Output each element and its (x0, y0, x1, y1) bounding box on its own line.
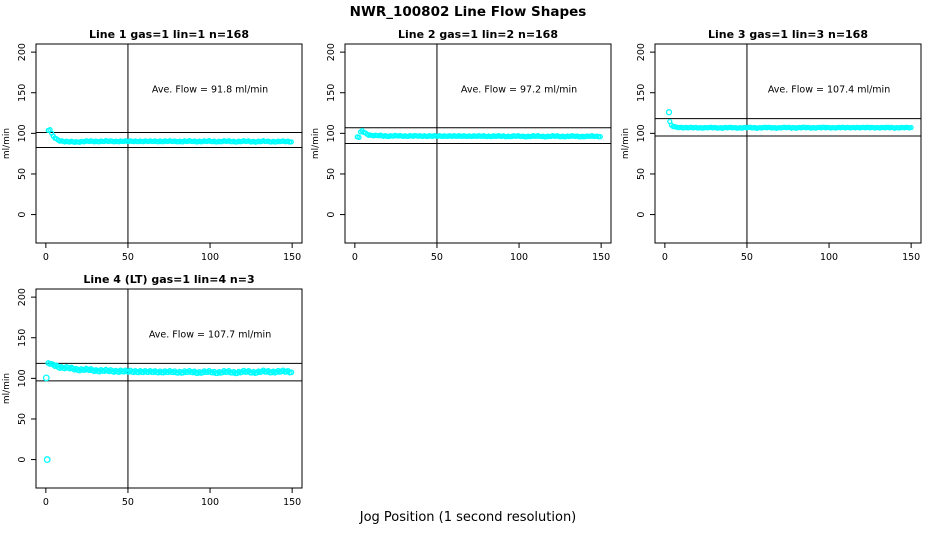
svg-text:200: 200 (326, 43, 337, 61)
svg-text:50: 50 (636, 168, 647, 180)
y-axis: 0 50 100 150 200 (17, 43, 36, 218)
svg-text:150: 150 (592, 252, 610, 263)
svg-text:150: 150 (636, 84, 647, 102)
x-axis: 0 50 100 150 (43, 488, 301, 508)
svg-text:50: 50 (122, 252, 134, 263)
svg-text:150: 150 (326, 84, 337, 102)
subplot-line-3-svg: Line 3 gas=1 lin=3 n=168 0 50 100 150 0 50 100 1… (621, 28, 922, 263)
subplot-line-3: Line 3 gas=1 lin=3 n=168 0 50 100 150 0 50 100 1… (619, 28, 931, 278)
plot-area-box (35, 43, 303, 244)
data-points (665, 109, 914, 131)
subplot-line-2-svg: Line 2 gas=1 lin=2 n=168 0 50 100 150 0 50 100 1… (311, 28, 612, 263)
subplot-line-2: Line 2 gas=1 lin=2 n=168 0 50 100 150 0 50 100 1… (309, 28, 621, 278)
svg-text:200: 200 (17, 288, 28, 306)
shared-x-axis-label: Jog Position (1 second resolution) (359, 510, 577, 525)
y-axis: 0 50 100 150 200 (17, 288, 36, 463)
y-axis-label: ml/min (2, 128, 12, 159)
svg-text:0: 0 (43, 497, 49, 508)
x-axis: 0 50 100 150 (662, 243, 920, 263)
svg-text:100: 100 (326, 124, 337, 142)
svg-text:50: 50 (741, 252, 753, 263)
data-points (45, 127, 294, 145)
outlier-point (665, 109, 673, 116)
x-axis: 0 50 100 150 (352, 243, 610, 263)
avg-flow-annotation: Ave. Flow = 97.2 ml/min (461, 85, 577, 96)
x-axis: 0 50 100 150 (43, 243, 301, 263)
svg-text:100: 100 (510, 252, 528, 263)
outlier-point (43, 456, 51, 464)
svg-text:200: 200 (636, 43, 647, 61)
svg-text:50: 50 (17, 413, 28, 425)
data-points (42, 360, 295, 464)
svg-text:150: 150 (17, 329, 28, 347)
svg-text:100: 100 (17, 369, 28, 387)
plot-area-box (35, 288, 303, 489)
svg-text:0: 0 (17, 212, 28, 218)
svg-text:200: 200 (17, 43, 28, 61)
y-axis-label: ml/min (621, 128, 631, 159)
plot-area-box (654, 43, 922, 244)
chart-main-title: NWR_100802 Line Flow Shapes (349, 4, 587, 20)
svg-text:0: 0 (636, 212, 647, 218)
svg-text:100: 100 (17, 124, 28, 142)
svg-text:150: 150 (902, 252, 920, 263)
svg-text:0: 0 (326, 212, 337, 218)
y-axis-label: ml/min (311, 128, 321, 159)
svg-text:50: 50 (431, 252, 443, 263)
svg-text:50: 50 (326, 168, 337, 180)
svg-text:150: 150 (283, 497, 301, 508)
y-axis: 0 50 100 150 200 (326, 43, 345, 218)
subplot-title: Line 2 gas=1 lin=2 n=168 (398, 28, 558, 41)
avg-flow-annotation: Ave. Flow = 107.4 ml/min (768, 85, 890, 96)
svg-text:0: 0 (17, 457, 28, 463)
outlier-point (42, 374, 50, 382)
svg-text:150: 150 (17, 84, 28, 102)
subplot-title: Line 1 gas=1 lin=1 n=168 (89, 28, 249, 41)
avg-flow-annotation: Ave. Flow = 107.7 ml/min (149, 330, 271, 341)
subplot-line-4-lt: Line 4 (LT) gas=1 lin=4 n=3 0 50 100 150 0 50 1… (0, 273, 312, 523)
svg-text:100: 100 (201, 497, 219, 508)
subplot-line-4-lt-svg: Line 4 (LT) gas=1 lin=4 n=3 0 50 100 150 0 50 1… (2, 273, 303, 508)
svg-text:50: 50 (122, 497, 134, 508)
svg-text:50: 50 (17, 168, 28, 180)
subplot-title: Line 3 gas=1 lin=3 n=168 (708, 28, 868, 41)
data-points (354, 128, 603, 141)
svg-text:100: 100 (636, 124, 647, 142)
subplot-line-1-svg: Line 1 gas=1 lin=1 n=168 0 50 100 150 0 50 100 1… (2, 28, 303, 263)
svg-text:150: 150 (283, 252, 301, 263)
svg-text:0: 0 (662, 252, 668, 263)
svg-text:0: 0 (43, 252, 49, 263)
avg-flow-annotation: Ave. Flow = 91.8 ml/min (152, 85, 268, 96)
y-axis: 0 50 100 150 200 (636, 43, 655, 218)
subplot-title: Line 4 (LT) gas=1 lin=4 n=3 (83, 273, 254, 286)
svg-text:0: 0 (352, 252, 358, 263)
svg-text:100: 100 (201, 252, 219, 263)
plot-area-box (344, 43, 612, 244)
y-axis-label: ml/min (2, 373, 12, 404)
subplot-line-1: Line 1 gas=1 lin=1 n=168 0 50 100 150 0 50 100 1… (0, 28, 312, 278)
svg-text:100: 100 (820, 252, 838, 263)
